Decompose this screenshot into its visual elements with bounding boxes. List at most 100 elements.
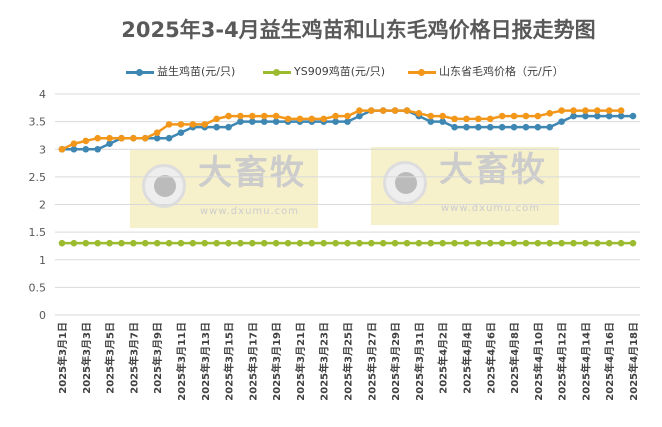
legend-label: YS909鸡苗(元/只) xyxy=(294,65,385,78)
x-tick-label: 2025年3月15日 xyxy=(223,322,236,401)
data-point-0 xyxy=(237,118,244,125)
data-point-1 xyxy=(106,239,113,247)
data-point-2 xyxy=(367,107,375,114)
data-point-2 xyxy=(391,107,399,114)
legend-item-yisheng: 益生鸡苗(元/只) xyxy=(126,65,235,79)
watermark-url: www.dxumu.com xyxy=(441,203,541,214)
x-tick-label: 2025年3月5日 xyxy=(104,322,117,394)
data-point-1 xyxy=(629,239,637,247)
data-point-1 xyxy=(534,239,542,247)
watermark: 大畜牧 www.dxumu.com xyxy=(371,147,559,225)
data-point-1 xyxy=(403,239,411,247)
y-tick-label: 1.5 xyxy=(29,226,47,239)
x-tick-label: 2025年4月6日 xyxy=(484,322,497,394)
data-point-2 xyxy=(58,145,66,153)
data-point-0 xyxy=(570,112,577,120)
watermark: 大畜牧 www.dxumu.com xyxy=(130,150,318,228)
data-point-1 xyxy=(510,239,518,247)
data-point-2 xyxy=(332,112,339,120)
data-point-1 xyxy=(118,239,125,247)
data-point-1 xyxy=(522,239,530,247)
data-point-2 xyxy=(177,121,185,128)
data-point-1 xyxy=(308,239,316,247)
legend-marker xyxy=(126,68,154,76)
data-point-1 xyxy=(237,239,244,247)
data-point-2 xyxy=(106,134,113,142)
data-point-0 xyxy=(260,118,268,125)
data-point-1 xyxy=(415,239,423,247)
data-point-1 xyxy=(356,239,363,247)
data-point-2 xyxy=(522,112,530,120)
data-point-2 xyxy=(153,129,161,136)
data-point-2 xyxy=(475,115,482,123)
data-point-0 xyxy=(344,118,351,125)
data-point-2 xyxy=(308,115,316,123)
data-point-0 xyxy=(617,112,625,120)
data-point-2 xyxy=(237,112,244,120)
data-point-1 xyxy=(225,239,232,247)
data-point-1 xyxy=(296,239,304,247)
data-point-2 xyxy=(296,115,304,123)
x-tick-label: 2025年3月25日 xyxy=(342,322,355,401)
data-point-2 xyxy=(403,107,411,114)
x-tick-label: 2025年4月10日 xyxy=(532,322,545,401)
data-point-2 xyxy=(94,134,101,142)
data-point-2 xyxy=(189,121,197,128)
x-tick-label: 2025年4月16日 xyxy=(603,322,616,401)
data-point-1 xyxy=(201,239,209,247)
data-point-1 xyxy=(260,239,268,247)
x-tick-label: 2025年4月8日 xyxy=(508,322,521,394)
data-point-1 xyxy=(249,239,256,247)
data-point-1 xyxy=(451,239,458,247)
x-tick-label: 2025年3月11日 xyxy=(175,322,188,401)
x-tick-label: 2025年3月21日 xyxy=(294,322,307,401)
data-point-2 xyxy=(534,112,542,120)
data-point-2 xyxy=(272,112,280,120)
x-tick-label: 2025年3月27日 xyxy=(365,322,378,401)
data-point-1 xyxy=(153,239,161,247)
watermark-logo-icon xyxy=(142,164,186,208)
data-point-1 xyxy=(439,239,446,247)
watermark-brand: 大畜牧 xyxy=(198,153,306,193)
data-point-2 xyxy=(570,107,577,114)
data-point-1 xyxy=(130,239,137,247)
data-point-2 xyxy=(439,112,446,120)
data-point-0 xyxy=(486,123,494,131)
data-point-0 xyxy=(177,129,185,136)
data-point-2 xyxy=(463,115,470,123)
x-tick-label: 2025年3月13日 xyxy=(199,322,212,401)
data-point-1 xyxy=(582,239,589,247)
data-point-0 xyxy=(153,134,161,142)
data-point-1 xyxy=(367,239,375,247)
data-point-0 xyxy=(213,123,220,131)
data-point-1 xyxy=(177,239,185,247)
data-point-0 xyxy=(249,118,256,125)
data-point-0 xyxy=(463,123,470,131)
data-point-1 xyxy=(58,239,66,247)
data-point-1 xyxy=(70,239,78,247)
y-tick-label: 4 xyxy=(39,88,46,101)
x-tick-label: 2025年3月17日 xyxy=(246,322,259,401)
data-point-0 xyxy=(451,123,458,131)
legend-label: 益生鸡苗(元/只) xyxy=(157,65,236,78)
data-point-1 xyxy=(284,239,292,247)
x-tick-label: 2025年3月19日 xyxy=(270,322,283,401)
x-tick-label: 2025年4月18日 xyxy=(627,322,640,401)
x-tick-label: 2025年4月2日 xyxy=(437,322,450,394)
legend-marker xyxy=(408,68,436,76)
y-tick-label: 2.5 xyxy=(29,171,47,184)
data-point-1 xyxy=(332,239,339,247)
data-point-1 xyxy=(546,239,554,247)
data-point-1 xyxy=(213,239,220,247)
data-point-2 xyxy=(510,112,518,120)
data-point-0 xyxy=(498,123,506,131)
data-point-1 xyxy=(498,239,506,247)
data-point-2 xyxy=(486,115,494,123)
data-point-2 xyxy=(284,115,292,123)
data-point-2 xyxy=(165,121,173,128)
data-point-1 xyxy=(320,239,328,247)
legend-item-shandong: 山东省毛鸡价格（元/斤） xyxy=(408,65,564,79)
data-point-2 xyxy=(594,107,601,114)
